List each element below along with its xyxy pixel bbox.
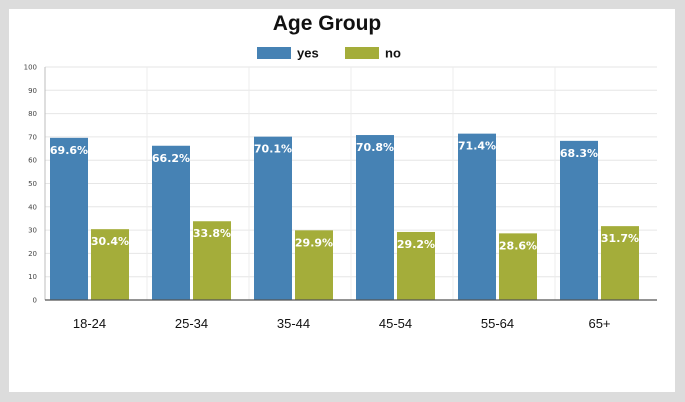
- y-axis: 0 10 20 30 40 50 60 70 80 90 100: [24, 64, 46, 305]
- x-tick-label: 25-34: [175, 316, 208, 331]
- bar-yes-18-24[interactable]: [50, 137, 88, 300]
- x-tick-label: 35-44: [277, 316, 310, 331]
- legend-label-yes: yes: [297, 46, 319, 61]
- data-label-no-18-24: 30.4%: [91, 235, 129, 248]
- data-label-yes-25-34: 66.2%: [152, 152, 190, 165]
- legend-swatch-no: [345, 47, 379, 59]
- x-tick-label: 65+: [588, 316, 610, 331]
- y-tick-label: 50: [28, 180, 37, 188]
- bar-no-55-64[interactable]: [499, 233, 537, 300]
- x-tick-label: 18-24: [73, 316, 106, 331]
- data-label-no-55-64: 28.6%: [499, 239, 537, 252]
- data-label-no-35-44: 29.9%: [295, 236, 333, 249]
- bar-no-25-34[interactable]: [193, 221, 231, 300]
- data-label-yes-45-54: 70.8%: [356, 141, 394, 154]
- bar-no-35-44[interactable]: [295, 230, 333, 300]
- legend-swatch-yes: [257, 47, 291, 59]
- x-tick-label: 55-64: [481, 316, 514, 331]
- bar-chart: Age Group yes no 0 10 20 30 40 50 60 70 80 90 100 6…: [24, 12, 657, 331]
- y-tick-label: 90: [28, 87, 37, 95]
- y-tick-label: 70: [28, 133, 37, 141]
- chart-title: Age Group: [273, 12, 382, 35]
- y-tick-label: 100: [24, 64, 37, 72]
- y-tick-label: 60: [28, 157, 37, 165]
- bar-no-18-24[interactable]: [91, 229, 129, 300]
- y-tick-label: 0: [33, 297, 37, 305]
- data-label-no-45-54: 29.2%: [397, 238, 435, 251]
- legend-label-no: no: [385, 46, 401, 61]
- data-label-no-65+: 31.7%: [601, 232, 639, 245]
- data-label-yes-55-64: 71.4%: [458, 140, 496, 153]
- legend: yes no: [257, 46, 401, 61]
- y-tick-label: 80: [28, 110, 37, 118]
- data-label-yes-65+: 68.3%: [560, 147, 598, 160]
- x-tick-label: 45-54: [379, 316, 412, 331]
- bar-yes-55-64[interactable]: [458, 133, 496, 300]
- bars: 69.6% 30.4% 66.2% 33.8% 70.1% 29.9% 70.8% 29.2%…: [50, 133, 639, 300]
- bar-yes-35-44[interactable]: [254, 136, 292, 300]
- data-label-yes-35-44: 70.1%: [254, 143, 292, 156]
- bar-yes-45-54[interactable]: [356, 135, 394, 300]
- y-tick-label: 40: [28, 203, 37, 211]
- bar-yes-65+[interactable]: [560, 140, 598, 300]
- bar-no-65+[interactable]: [601, 226, 639, 300]
- y-tick-label: 30: [28, 227, 37, 235]
- bar-no-45-54[interactable]: [397, 231, 435, 300]
- data-label-no-25-34: 33.8%: [193, 227, 231, 240]
- grid: [45, 66, 657, 300]
- data-label-yes-18-24: 69.6%: [50, 144, 88, 157]
- bar-yes-25-34[interactable]: [152, 145, 190, 300]
- y-tick-label: 10: [28, 273, 37, 281]
- y-tick-label: 20: [28, 250, 37, 258]
- x-axis: 18-24 25-34 35-44 45-54 55-64 65+: [45, 299, 657, 331]
- chart-card: Age Group yes no 0 10 20 30 40 50 60 70 80 90 100 6…: [9, 9, 675, 392]
